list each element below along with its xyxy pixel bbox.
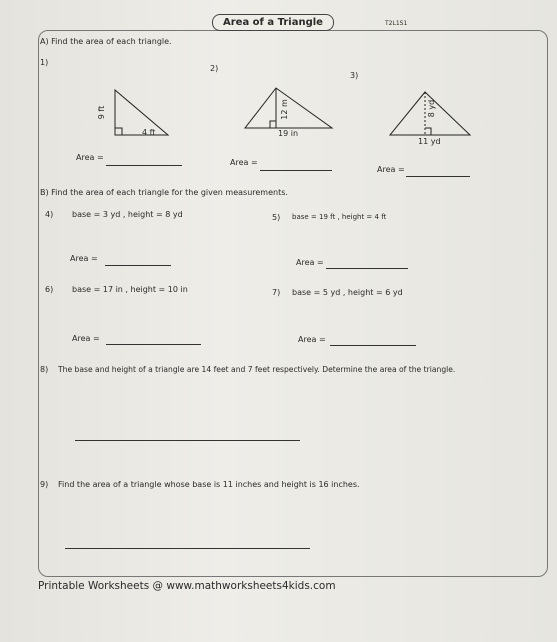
instruction: A) Find the area of each triangle. — [40, 37, 172, 46]
answer-line — [105, 265, 171, 266]
instruction: B) Find the area of each triangle for th… — [40, 188, 288, 197]
answer-label: Area = — [296, 258, 324, 267]
code: T2L1S1 — [385, 20, 408, 27]
answer-label: Area = — [70, 254, 98, 263]
dimension: 12 m — [279, 99, 289, 120]
answer-line — [65, 548, 310, 549]
answer-line — [106, 165, 182, 166]
problem-number: 1) — [40, 58, 49, 67]
dimension: 19 in — [278, 129, 299, 138]
answer-label: Area = — [230, 158, 258, 167]
problem-text: The base and height of a triangle are 14… — [58, 365, 456, 374]
problem-number: 3) — [350, 71, 359, 80]
answer-label: Area = — [76, 153, 104, 162]
problem-text: base = 3 yd , height = 8 yd — [72, 210, 183, 219]
problem-text: Find the area of a triangle whose base i… — [58, 480, 360, 489]
title: Area of a Triangle — [212, 14, 334, 31]
answer-line — [260, 170, 332, 171]
problem-text: base = 19 ft , height = 4 ft — [292, 213, 387, 221]
problem-text: base = 5 yd , height = 6 yd — [292, 288, 403, 297]
answer-line — [330, 345, 416, 346]
problem-number: 2) — [210, 64, 219, 73]
problem-number: 5) — [272, 213, 281, 222]
footer: Printable Worksheets @ www.mathworksheet… — [38, 580, 336, 592]
problem-number: 9) — [40, 480, 49, 489]
dimension: 9 ft — [97, 105, 107, 120]
answer-label: Area = — [72, 334, 100, 343]
dimension: 4 ft — [142, 128, 156, 137]
answer-line — [75, 440, 300, 441]
problem-number: 6) — [45, 285, 54, 294]
answer-label: Area = — [298, 335, 326, 344]
problem-number: 7) — [272, 288, 281, 297]
dimension: 8 yd — [427, 99, 437, 118]
answer-line — [106, 344, 201, 345]
answer-label: Area = — [377, 165, 405, 174]
problem-number: 4) — [45, 210, 54, 219]
answer-line — [326, 268, 408, 269]
problem-text: base = 17 in , height = 10 in — [72, 285, 188, 294]
dimension: 11 yd — [418, 137, 441, 146]
answer-line — [406, 176, 470, 177]
problem-number: 8) — [40, 365, 49, 374]
